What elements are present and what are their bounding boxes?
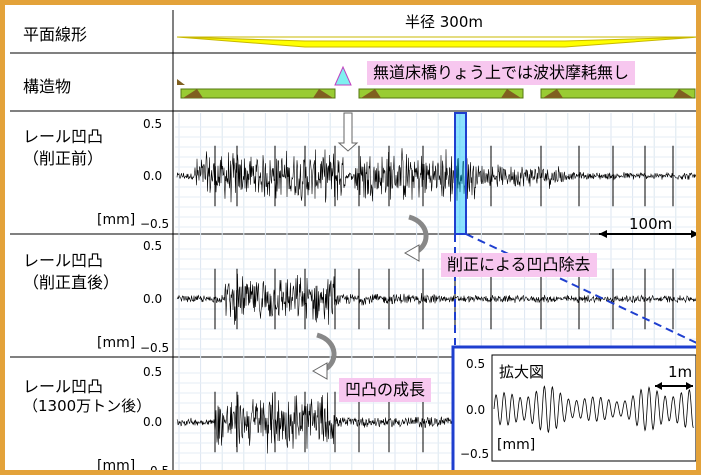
after-tick-bot: −0.5: [140, 341, 170, 355]
no-corrugation-callout: 無道床橋りょう上では波状摩耗無し: [367, 61, 636, 85]
before-tick-bot: −0.5: [140, 217, 170, 231]
scale-100m-arrow-right: [691, 230, 696, 238]
before-tick-mid: 0.0: [143, 169, 163, 183]
before-tick-top: 0.5: [143, 117, 163, 131]
abutment-left-0: [183, 89, 203, 98]
after-tick-top: 0.5: [143, 239, 163, 253]
scale-100m-label: 100m: [629, 215, 673, 233]
later-tick-bot: −0.5: [140, 464, 170, 475]
later-label-1: レール凹凸: [23, 377, 104, 396]
zoom-highlight-box: [454, 112, 467, 235]
later-label-2: （1300万トン後）: [23, 397, 152, 415]
bridge-bar-0: [180, 88, 336, 99]
before-unit: [mm]: [97, 212, 136, 228]
abutment-edge: [177, 79, 185, 85]
before-label-1: レール凹凸: [23, 127, 104, 146]
inset-tick-top: 0.5: [466, 357, 486, 371]
after-label-1: レール凹凸: [23, 251, 104, 270]
after-tick-mid: 0.0: [143, 292, 163, 306]
abutment-right-2: [673, 89, 693, 98]
signal-before: [176, 148, 696, 203]
grinding-removal-callout: 削正による凹凸除去: [441, 253, 597, 277]
later-unit: [mm]: [97, 458, 136, 474]
later-tick-mid: 0.0: [143, 415, 163, 429]
zoom-guide-right: [465, 233, 696, 344]
before-label-2: （削正前）: [23, 149, 104, 168]
after-label-2: （削正直後）: [23, 273, 120, 292]
inset-scale-label: 1m: [668, 363, 693, 381]
open-deck-bridge-icon: [334, 65, 352, 86]
scale-100m-arrow-left: [599, 230, 607, 238]
abutment-left-2: [543, 89, 563, 98]
inset-tick-bot: −0.5: [460, 447, 490, 461]
bridge-bar-1: [358, 88, 524, 99]
structure-label: 構造物: [23, 77, 72, 96]
abutment-right-1: [501, 89, 521, 98]
inset-scale-arrow-left: [655, 382, 662, 390]
curve-radius-label: 半径 300m: [405, 13, 484, 31]
curve-arrow-icon-1: [403, 244, 420, 262]
abutment-right-0: [313, 89, 333, 98]
alignment-label: 平面線形: [23, 25, 88, 44]
bridge-bar-2: [540, 88, 696, 99]
corrugation-growth-callout: 凹凸の成長: [339, 378, 432, 402]
abutment-left-1: [361, 89, 381, 98]
later-tick-top: 0.5: [143, 365, 163, 379]
inset-unit: [mm]: [497, 437, 536, 453]
after-unit: [mm]: [97, 335, 136, 351]
inset-title: 拡大図: [499, 363, 545, 381]
curve-radius-shape: [176, 36, 696, 48]
inset-wave: [493, 385, 694, 434]
figure-canvas: [10, 10, 696, 470]
inset-scale-arrow-right: [686, 382, 693, 390]
inset-tick-mid: 0.0: [466, 403, 486, 417]
curve-arrow-icon-2: [311, 362, 328, 380]
down-arrow-icon: [337, 112, 359, 152]
